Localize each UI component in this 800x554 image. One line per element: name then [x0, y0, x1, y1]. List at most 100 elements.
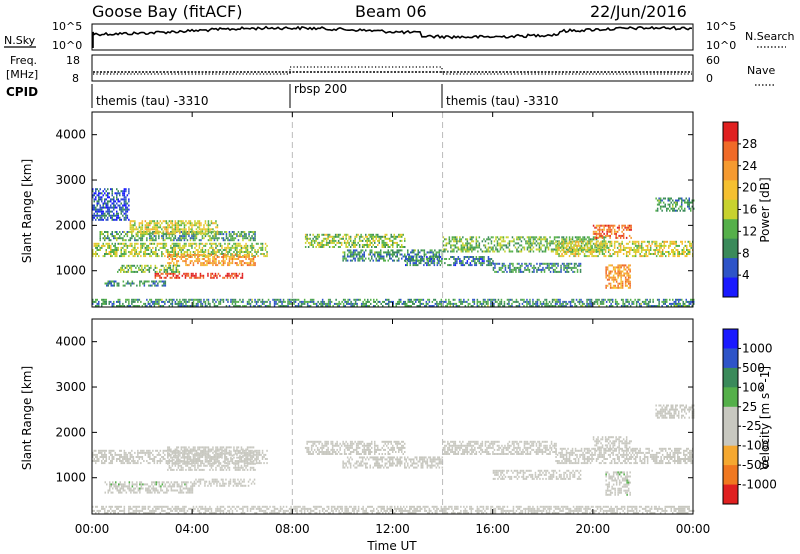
- echo-cell: [179, 232, 181, 235]
- echo-cell: [172, 266, 175, 269]
- echo-cell: [519, 268, 522, 271]
- echo-cell: [521, 298, 524, 301]
- echo-cell: [134, 462, 136, 465]
- echo-cell: [150, 239, 153, 242]
- echo-cell: [260, 246, 262, 249]
- echo-cell: [669, 240, 671, 243]
- echo-cell: [122, 190, 124, 193]
- echo-cell: [102, 194, 104, 197]
- echo-cell: [489, 260, 491, 263]
- echo-cell: [415, 260, 417, 263]
- echo-cell: [689, 251, 691, 253]
- echo-cell: [434, 255, 436, 258]
- echo-cell: [570, 244, 572, 247]
- echo-cell: [605, 284, 607, 287]
- echo-cell: [125, 198, 127, 201]
- echo-cell: [96, 305, 98, 307]
- echo-cell: [569, 300, 572, 303]
- echo-cell: [141, 246, 144, 249]
- echo-cell: [652, 249, 655, 251]
- echo-cell: [433, 305, 435, 307]
- echo-cell: [498, 242, 500, 245]
- echo-cell: [122, 194, 124, 197]
- echo-cell: [612, 276, 615, 279]
- echo-cell: [128, 200, 130, 203]
- echo-cell: [576, 246, 578, 249]
- echo-cell: [123, 192, 126, 195]
- echo-cell: [439, 300, 441, 303]
- echo-cell: [549, 236, 551, 239]
- echo-cell: [576, 240, 578, 243]
- echo-cell: [568, 236, 571, 239]
- echo-cell: [165, 276, 167, 279]
- echo-cell: [352, 239, 355, 242]
- echo-cell: [92, 251, 94, 253]
- echo-cell: [432, 255, 435, 258]
- echo-cell: [555, 244, 557, 247]
- echo-cell: [188, 220, 190, 223]
- echo-cell: [395, 251, 397, 254]
- echo-cell: [96, 216, 98, 219]
- echo-cell: [604, 244, 607, 247]
- echo-cell: [243, 305, 246, 307]
- echo-cell: [575, 298, 578, 301]
- echo-cell: [459, 236, 461, 239]
- echo-cell: [363, 237, 365, 240]
- echo-cell: [96, 212, 98, 215]
- echo-cell: [149, 228, 151, 231]
- echo-cell: [352, 257, 355, 260]
- echo-cell: [197, 253, 199, 256]
- echo-cell: [122, 237, 124, 240]
- echo-cell: [490, 298, 492, 301]
- echo-cell: [210, 220, 213, 223]
- echo-cell: [126, 462, 129, 465]
- echo-cell: [176, 228, 178, 231]
- echo-cell: [243, 256, 246, 258]
- echo-cell: [117, 200, 119, 203]
- echo-cell: [310, 241, 313, 244]
- echo-cell: [171, 220, 174, 223]
- echo-cell: [544, 302, 546, 305]
- echo-cell: [423, 249, 426, 252]
- echo-cell: [316, 237, 319, 240]
- echo-cell: [460, 244, 463, 247]
- echo-cell: [520, 298, 522, 301]
- echo-cell: [609, 228, 611, 231]
- echo-cell: [346, 259, 349, 262]
- echo-cell: [490, 248, 493, 251]
- echo-cell: [228, 262, 231, 265]
- echo-cell: [469, 246, 472, 249]
- echo-cell: [198, 228, 201, 231]
- echo-cell: [415, 264, 417, 267]
- echo-cell: [588, 248, 590, 251]
- echo-cell: [125, 300, 127, 303]
- echo-cell: [555, 236, 557, 239]
- echo-cell: [456, 246, 458, 249]
- echo-cell: [171, 300, 174, 303]
- echo-cell: [617, 286, 619, 289]
- echo-cell: [603, 232, 605, 235]
- echo-cell: [344, 305, 346, 307]
- echo-cell: [182, 232, 184, 235]
- echo-cell: [221, 246, 223, 249]
- echo-cell: [104, 239, 106, 242]
- echo-cell: [616, 230, 619, 233]
- echo-cell: [628, 300, 630, 303]
- echo-band: [405, 256, 494, 267]
- echo-cell: [93, 242, 95, 245]
- echo-cell: [156, 300, 159, 303]
- echo-cell: [119, 216, 121, 219]
- echo-cell: [564, 266, 567, 269]
- echo-cell: [252, 264, 255, 267]
- echo-cell: [611, 298, 614, 301]
- echo-cell: [123, 253, 126, 255]
- echo-cell: [618, 272, 621, 275]
- echo-cell: [560, 302, 563, 305]
- echo-cell: [523, 248, 526, 251]
- echo-cell: [419, 300, 421, 303]
- echo-cell: [576, 270, 579, 273]
- echo-cell: [524, 268, 526, 271]
- echo-cell: [164, 244, 166, 247]
- echo-cell: [448, 240, 451, 243]
- echo-cell: [254, 233, 256, 236]
